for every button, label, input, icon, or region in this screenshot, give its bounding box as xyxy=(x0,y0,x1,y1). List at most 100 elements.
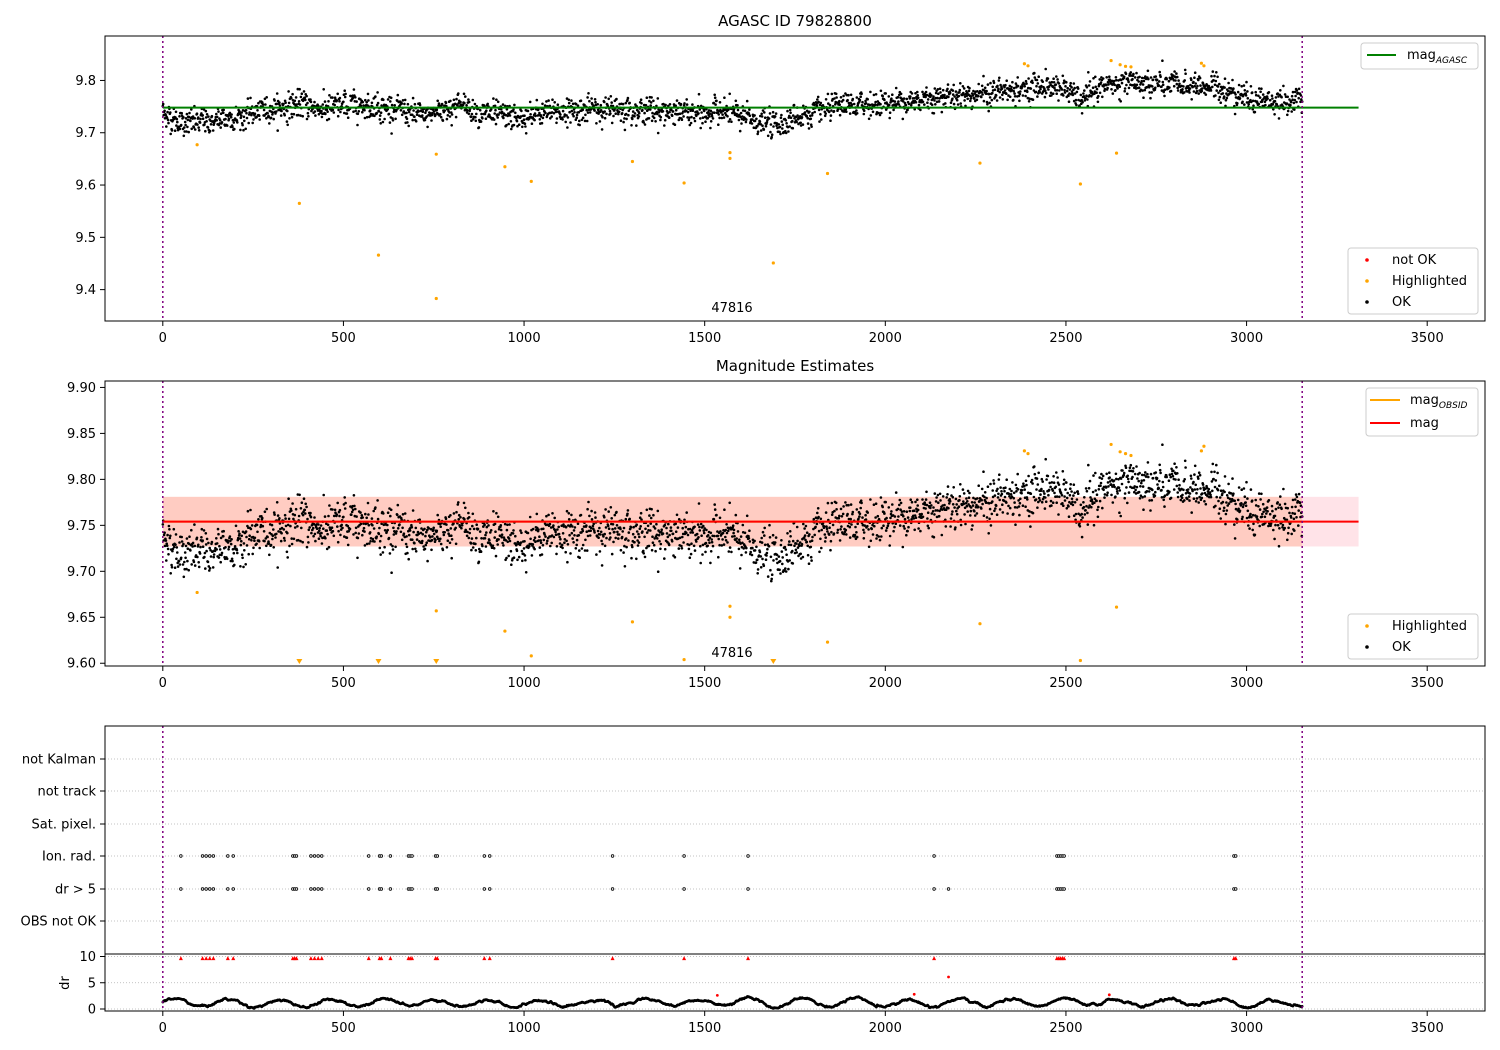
ok-point xyxy=(1173,462,1176,466)
ok-point xyxy=(246,97,250,100)
ok-point xyxy=(850,523,853,526)
ok-point xyxy=(919,529,922,533)
ok-point xyxy=(267,540,270,543)
highlighted-point xyxy=(771,261,775,265)
ok-point xyxy=(1053,491,1056,495)
ok-point xyxy=(1023,484,1026,488)
ok-point xyxy=(1240,85,1243,88)
ok-point xyxy=(217,556,221,559)
ok-point xyxy=(656,112,659,116)
ok-point xyxy=(1113,83,1116,87)
ok-point xyxy=(478,530,482,533)
ok-point xyxy=(1106,481,1110,484)
ok-point xyxy=(1071,503,1075,507)
ok-point xyxy=(377,532,381,536)
ok-point xyxy=(275,92,279,95)
ok-point xyxy=(798,541,802,544)
ok-point xyxy=(1104,83,1108,87)
ok-point xyxy=(738,538,741,541)
ok-point xyxy=(681,535,684,539)
ok-point xyxy=(1062,482,1065,486)
ok-point xyxy=(768,112,772,115)
ok-point xyxy=(331,108,335,112)
ok-point xyxy=(1291,90,1295,94)
ok-point xyxy=(796,539,799,543)
ok-point xyxy=(304,502,308,506)
ok-point xyxy=(287,90,290,93)
ok-point xyxy=(1010,489,1013,493)
ok-point xyxy=(1081,100,1084,104)
ok-point xyxy=(1114,76,1118,79)
ok-point xyxy=(791,119,794,123)
ok-point xyxy=(506,540,510,544)
ok-point xyxy=(242,128,245,132)
ok-point xyxy=(1050,504,1053,507)
ok-point xyxy=(1057,483,1061,486)
ok-point xyxy=(717,113,720,116)
ok-point xyxy=(717,537,720,541)
ok-point xyxy=(758,550,762,554)
ok-point xyxy=(187,568,190,572)
ok-point xyxy=(1086,523,1090,526)
ok-point xyxy=(1028,97,1031,100)
panel-1-x-ticks: 0 500 1000 1500 2000 2500 3000 3500 xyxy=(159,321,1444,346)
ok-point xyxy=(1038,499,1042,502)
ok-point xyxy=(557,532,561,536)
ok-point xyxy=(1221,92,1225,95)
ok-point xyxy=(995,513,999,516)
ok-point xyxy=(1014,483,1018,487)
ok-point xyxy=(916,96,920,100)
ok-point xyxy=(1085,94,1088,97)
ok-point xyxy=(355,100,358,103)
ok-point xyxy=(997,492,1000,496)
ok-point xyxy=(326,110,329,113)
ok-point xyxy=(1161,59,1164,62)
ok-point xyxy=(1177,478,1180,482)
ok-point xyxy=(450,111,453,114)
ok-point xyxy=(741,541,744,545)
ok-point xyxy=(767,117,771,120)
ok-point xyxy=(1092,523,1096,527)
ok-point xyxy=(1049,91,1053,95)
ok-point xyxy=(1085,85,1089,89)
ok-point xyxy=(363,108,366,112)
ok-point xyxy=(263,510,267,513)
ok-point xyxy=(331,96,334,99)
ok-point xyxy=(659,547,662,551)
ok-point xyxy=(180,111,183,115)
ok-point xyxy=(319,534,322,538)
ok-point xyxy=(249,96,252,100)
ok-point xyxy=(834,103,837,106)
ok-point xyxy=(862,112,866,116)
ok-point xyxy=(192,560,196,564)
ok-point xyxy=(882,524,885,527)
ok-point xyxy=(1121,469,1124,472)
ok-point xyxy=(1013,501,1016,504)
ok-point xyxy=(1060,494,1064,497)
ok-point xyxy=(695,110,699,113)
ok-point xyxy=(856,104,859,107)
ok-point xyxy=(1082,95,1086,98)
ok-point xyxy=(933,513,936,516)
ok-point xyxy=(560,543,564,547)
ok-point xyxy=(934,509,937,512)
ok-point xyxy=(1052,475,1055,478)
ok-point xyxy=(336,501,340,505)
ok-point xyxy=(833,97,836,100)
ok-point xyxy=(917,527,920,530)
ok-point xyxy=(737,547,741,551)
ok-point xyxy=(1170,467,1173,471)
ok-point xyxy=(513,103,516,107)
ok-point xyxy=(289,524,292,528)
ok-point xyxy=(795,525,799,529)
ok-point xyxy=(732,531,735,535)
ok-point xyxy=(287,517,291,521)
ok-point xyxy=(176,120,179,124)
ok-point xyxy=(327,117,331,121)
ok-point xyxy=(724,528,727,532)
ok-point xyxy=(642,121,645,124)
ok-point xyxy=(985,496,988,500)
ok-point xyxy=(796,114,799,117)
ok-point xyxy=(240,539,243,543)
ok-point xyxy=(1097,94,1100,98)
